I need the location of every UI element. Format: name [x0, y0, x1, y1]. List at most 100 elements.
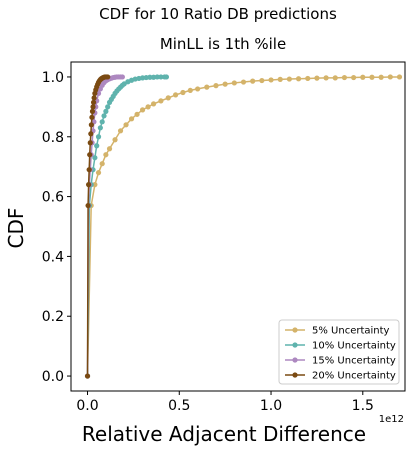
data-point	[259, 77, 265, 84]
data-point	[147, 74, 153, 80]
series-layer	[84, 74, 403, 379]
axes-layer: 0.0 0.5 1.0 1.5 0.0 0.2 0.4 0.6 0.8 1.0	[42, 61, 406, 414]
data-point	[277, 76, 283, 82]
data-point	[87, 152, 93, 158]
data-point	[85, 202, 91, 209]
legend-label: 20% Uncertainty	[312, 371, 396, 382]
legend-item: 20% Uncertainty	[285, 371, 396, 382]
data-point	[165, 95, 171, 101]
data-point	[119, 74, 125, 80]
data-point	[105, 104, 111, 110]
series-4	[84, 74, 111, 379]
chart-title: CDF for 10 Ratio DB predictions	[99, 5, 337, 23]
data-point	[97, 125, 103, 131]
data-point	[250, 78, 256, 84]
data-point	[112, 137, 118, 143]
x-tick-label: 1.5	[352, 398, 374, 414]
y-tick-label: 0.2	[42, 309, 64, 325]
data-point	[101, 113, 107, 119]
data-point	[231, 80, 237, 86]
data-point	[213, 83, 219, 89]
data-point	[87, 140, 93, 146]
data-point	[351, 74, 357, 81]
data-point	[154, 74, 160, 80]
legend-box	[278, 319, 400, 385]
x-axis-title: Relative Adjacent Difference	[82, 422, 366, 446]
data-point	[88, 122, 94, 128]
data-point	[95, 170, 102, 176]
data-point	[99, 161, 105, 167]
legend-item: 10% Uncertainty	[285, 341, 396, 352]
data-point	[139, 107, 146, 113]
chart-subtitle: MinLL is 1th %ile	[160, 35, 286, 53]
y-tick-label: 0.6	[42, 190, 64, 206]
legend-item: 5% Uncertainty	[285, 326, 390, 337]
data-point	[180, 89, 186, 96]
data-point	[103, 152, 109, 158]
data-point	[305, 75, 311, 82]
data-point	[396, 74, 403, 80]
x-offset-label: 1e12	[379, 414, 404, 425]
data-point	[105, 74, 111, 80]
legend: 5% Uncertainty 10% Uncertainty 15% Uncerta…	[278, 319, 400, 385]
legend-swatch-marker	[292, 372, 298, 378]
data-point	[158, 98, 164, 104]
data-point	[387, 74, 393, 80]
data-point	[90, 104, 96, 110]
legend-label: 5% Uncertainty	[312, 326, 390, 337]
data-point	[84, 373, 91, 379]
data-point	[89, 108, 96, 114]
data-point	[150, 101, 157, 107]
data-point	[204, 84, 210, 90]
data-point	[145, 104, 151, 110]
data-point	[240, 79, 247, 85]
data-point	[89, 114, 95, 120]
data-point	[341, 74, 348, 81]
data-point	[123, 122, 129, 128]
axes-frame	[70, 61, 406, 392]
data-point	[90, 99, 97, 105]
data-point	[369, 74, 375, 80]
legend-item: 15% Uncertainty	[285, 356, 396, 367]
data-point	[95, 90, 102, 96]
data-point	[88, 131, 94, 137]
data-point	[187, 87, 193, 94]
data-point	[86, 167, 92, 173]
data-point	[314, 75, 320, 81]
x-tick-label: 1.0	[260, 398, 282, 414]
data-point	[378, 74, 384, 80]
legend-label: 15% Uncertainty	[312, 356, 396, 367]
data-point	[173, 92, 179, 98]
x-tick-label: 0.5	[168, 398, 190, 414]
legend-swatch-marker	[292, 342, 298, 348]
data-point	[134, 111, 140, 117]
data-point	[91, 95, 97, 101]
x-tick-label: 0.0	[76, 398, 98, 414]
data-point	[222, 81, 228, 87]
data-point	[99, 119, 105, 125]
legend-swatch-marker	[292, 327, 298, 333]
y-tick-label: 0.0	[42, 369, 64, 385]
y-tick-label: 0.4	[42, 249, 64, 265]
data-point	[286, 76, 292, 82]
data-point	[295, 76, 302, 82]
series-1	[84, 74, 403, 379]
y-tick-label: 1.0	[42, 70, 64, 86]
data-point	[95, 134, 102, 140]
legend-label: 10% Uncertainty	[312, 341, 396, 352]
data-point	[195, 86, 201, 92]
legend-swatch-marker	[292, 357, 298, 363]
data-point	[117, 128, 124, 134]
data-point	[94, 143, 100, 149]
y-axis-title: CDF	[4, 208, 28, 249]
data-point	[332, 75, 338, 81]
data-point	[128, 116, 135, 122]
data-point	[86, 182, 92, 188]
series-2	[84, 74, 170, 379]
data-point	[323, 75, 329, 81]
data-point	[268, 77, 274, 83]
data-point	[92, 155, 98, 161]
data-point	[163, 74, 170, 80]
data-point	[92, 182, 98, 188]
